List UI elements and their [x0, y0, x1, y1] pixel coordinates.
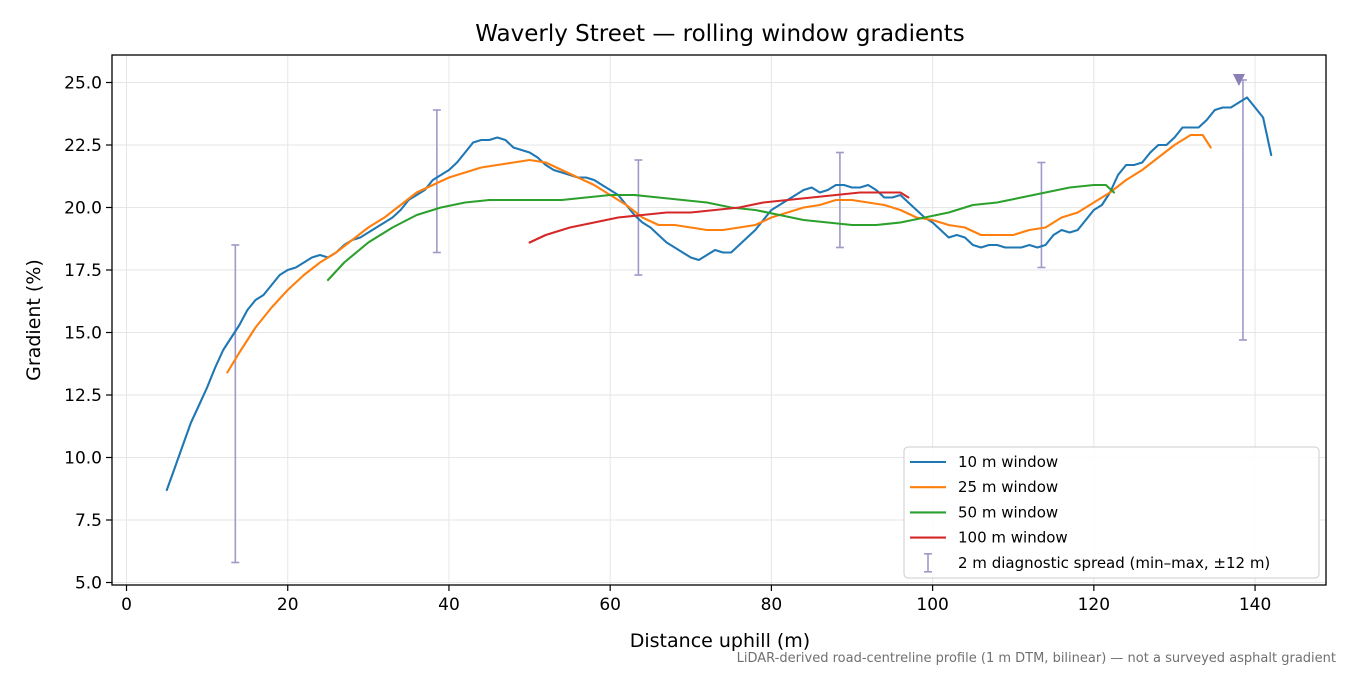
legend-label: 50 m window — [958, 503, 1058, 521]
y-tick-label: 10.0 — [64, 449, 102, 469]
y-tick-label: 22.5 — [64, 136, 102, 156]
y-tick-label: 25.0 — [64, 74, 102, 94]
legend-label: 100 m window — [958, 529, 1068, 547]
y-tick-label: 15.0 — [64, 324, 102, 344]
legend-box — [903, 446, 1320, 579]
x-tick-label: 0 — [121, 595, 132, 615]
y-tick-label: 5.0 — [75, 574, 102, 594]
series-line-100m — [528, 191, 910, 244]
legend-label: 25 m window — [958, 478, 1058, 496]
x-tick-label: 120 — [1078, 595, 1110, 615]
y-tick-label: 12.5 — [64, 386, 102, 406]
y-axis-label: Gradient (%) — [23, 259, 45, 381]
x-axis-ticks: 0 20 40 60 80 100 120 140 — [121, 585, 1271, 615]
x-tick-label: 80 — [761, 595, 783, 615]
legend-label: 2 m diagnostic spread (min–max, ±12 m) — [958, 554, 1270, 572]
x-tick-label: 20 — [277, 595, 299, 615]
legend-label: 10 m window — [958, 453, 1058, 471]
x-axis-label: Distance uphill (m) — [630, 630, 810, 652]
y-tick-label: 20.0 — [64, 199, 102, 219]
x-tick-label: 100 — [916, 595, 948, 615]
x-tick-label: 40 — [438, 595, 460, 615]
y-tick-label: 17.5 — [64, 261, 102, 281]
y-axis-ticks: 5.0 7.5 10.0 12.5 15.0 17.5 20.0 22.5 25.0 — [64, 74, 112, 594]
plot-frame — [111, 54, 1327, 586]
marker-group — [1232, 74, 1245, 86]
series-line-25m — [226, 133, 1212, 374]
figure-caption: LiDAR-derived road-centreline profile (1… — [736, 651, 1336, 666]
legend: 10 m window 25 m window 50 m window 100 m w… — [903, 446, 1320, 579]
plot-area — [165, 74, 1273, 564]
peak-marker-triangle — [1232, 74, 1245, 86]
y-tick-label: 7.5 — [75, 511, 102, 531]
x-tick-label: 60 — [599, 595, 621, 615]
series-lines — [165, 96, 1273, 492]
x-tick-label: 140 — [1239, 595, 1271, 615]
chart-title: Waverly Street — rolling window gradient… — [475, 21, 965, 47]
